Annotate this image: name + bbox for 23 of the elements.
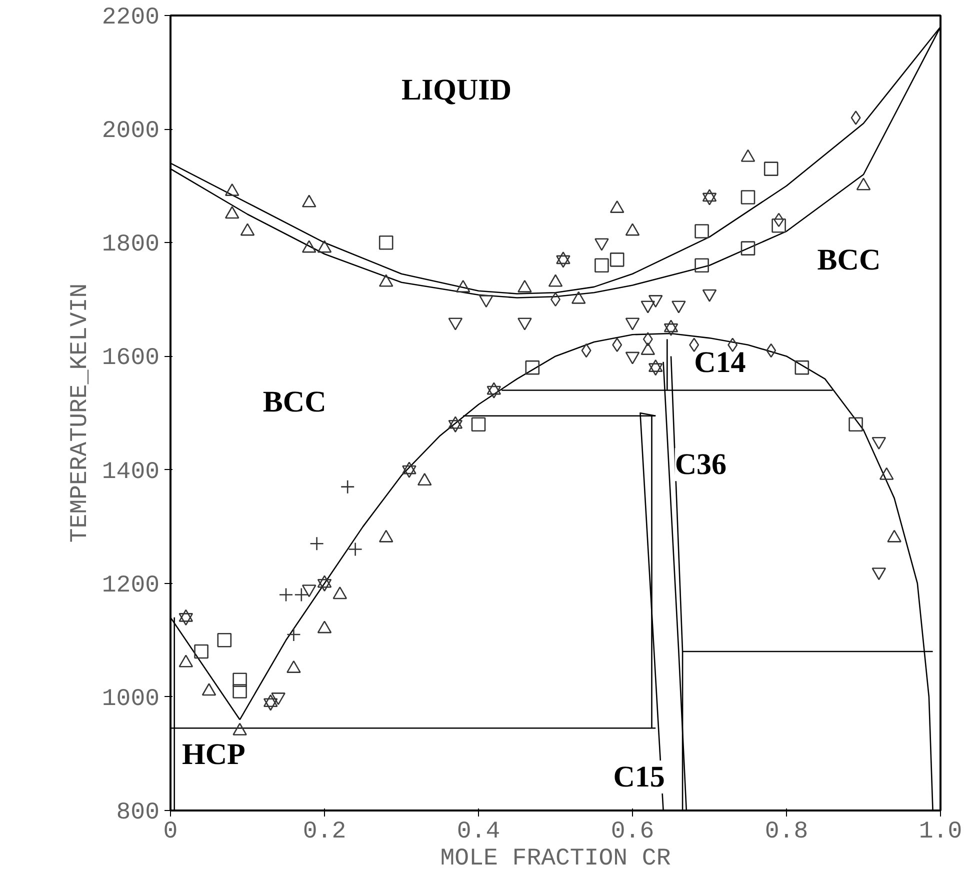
y-tick-label: 1400 (102, 458, 160, 486)
y-axis-title: TEMPERATURE_KELVIN (66, 283, 94, 543)
y-tick-label: 1000 (102, 686, 160, 713)
x-axis-title: MOLE FRACTION CR (440, 846, 671, 872)
x-tick-label: 0.4 (456, 818, 500, 846)
annotation: C36 (674, 448, 727, 482)
y-tick-label: 2200 (102, 4, 160, 32)
y-tick-label: 1800 (102, 232, 160, 259)
x-tick-label: 0.2 (302, 818, 346, 846)
y-tick-label: 1600 (102, 345, 160, 372)
y-tick-label: 2000 (102, 118, 160, 146)
annotation: LIQUID (402, 73, 512, 106)
x-tick-label: 0 (163, 818, 178, 846)
annotation: C14 (694, 346, 746, 379)
x-tick-label: 0.6 (610, 818, 654, 846)
x-tick-label: 0.8 (764, 818, 808, 846)
y-tick-label: 1200 (102, 572, 160, 600)
x-tick-label: 1.0 (918, 818, 962, 846)
annotation: HCP (182, 738, 246, 771)
annotation: BCC (262, 386, 326, 419)
annotation: C15 (613, 760, 665, 794)
annotation: BCC (817, 244, 881, 277)
y-tick-label: 800 (116, 800, 160, 826)
